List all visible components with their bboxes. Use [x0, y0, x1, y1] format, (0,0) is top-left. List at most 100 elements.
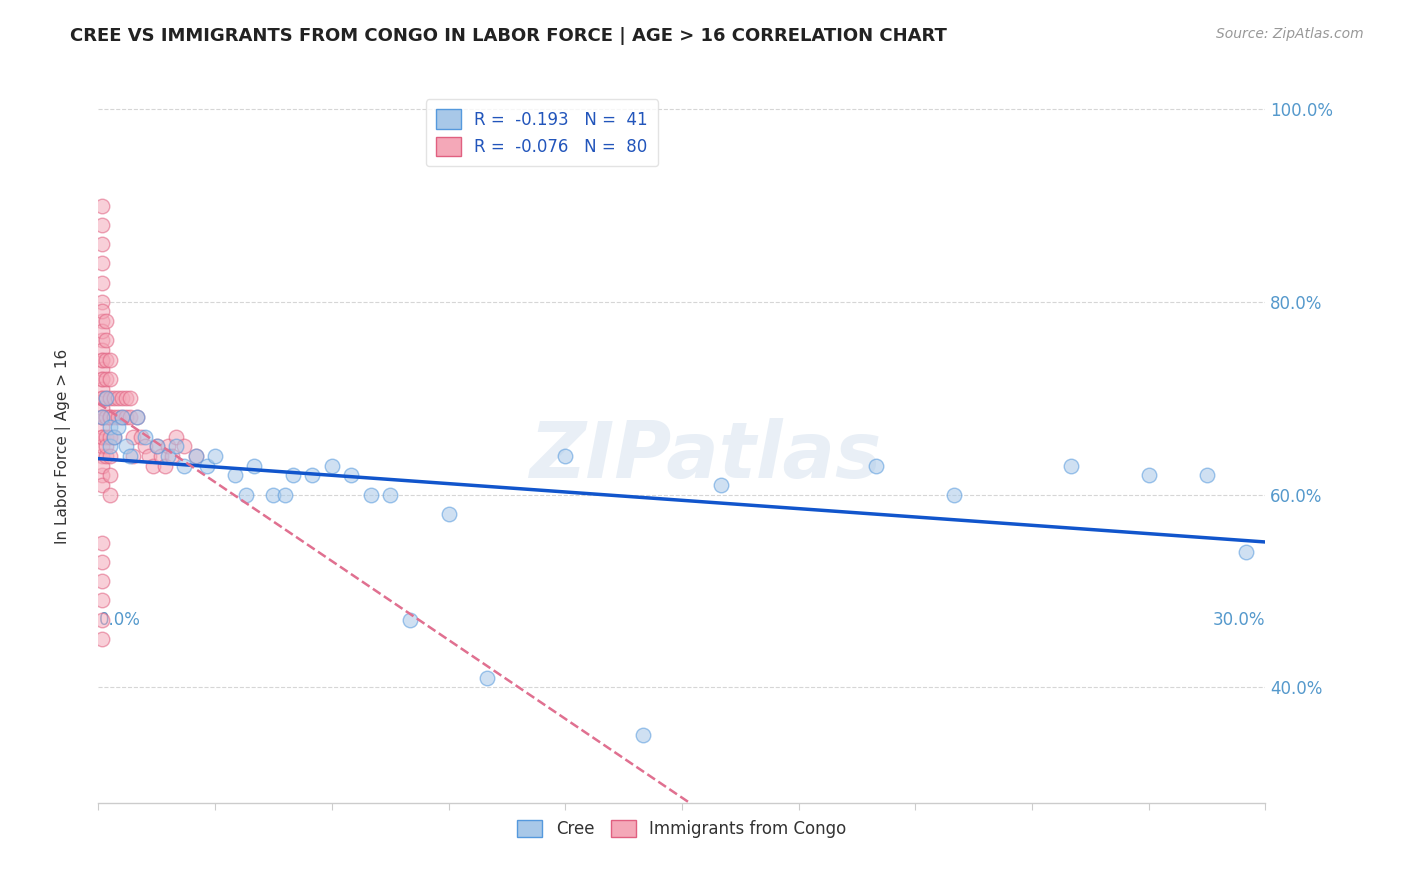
Point [103, 410, 125, 425]
Point [554, 449, 576, 463]
Point [321, 458, 343, 473]
Text: ZIPatlas: ZIPatlas [529, 418, 882, 494]
Point [165, 439, 187, 453]
Point [122, 449, 145, 463]
Point [138, 449, 160, 463]
Point [91, 613, 114, 627]
Point [173, 458, 195, 473]
Text: 30.0%: 30.0% [1213, 611, 1265, 630]
Point [91, 352, 114, 367]
Point [96, 449, 118, 463]
Point [243, 458, 266, 473]
Point [91, 218, 114, 232]
Point [103, 430, 125, 444]
Point [129, 430, 152, 444]
Text: 0.0%: 0.0% [98, 611, 141, 630]
Point [91, 535, 114, 549]
Point [96, 410, 118, 425]
Point [1060, 458, 1083, 473]
Point [149, 449, 172, 463]
Point [107, 410, 129, 425]
Point [91, 458, 114, 473]
Point [184, 449, 207, 463]
Point [91, 391, 114, 405]
Point [165, 430, 187, 444]
Point [91, 382, 114, 396]
Point [96, 372, 118, 386]
Point [91, 401, 114, 415]
Point [91, 391, 114, 405]
Point [91, 555, 114, 569]
Point [301, 468, 323, 483]
Point [114, 410, 136, 425]
Point [118, 410, 141, 425]
Point [96, 391, 118, 405]
Point [142, 458, 165, 473]
Point [96, 391, 118, 405]
Point [380, 487, 402, 501]
Point [91, 410, 114, 425]
Point [96, 352, 118, 367]
Point [91, 256, 114, 270]
Point [91, 237, 114, 252]
Point [98, 487, 121, 501]
Point [146, 439, 169, 453]
Point [127, 410, 149, 425]
Point [134, 430, 156, 444]
Point [91, 574, 114, 589]
Point [146, 439, 169, 453]
Point [91, 478, 114, 492]
Point [224, 468, 246, 483]
Point [91, 324, 114, 338]
Point [107, 420, 129, 434]
Point [111, 410, 134, 425]
Point [118, 449, 141, 463]
Point [91, 304, 114, 318]
Point [98, 430, 121, 444]
Point [157, 449, 180, 463]
Point [91, 449, 114, 463]
Point [98, 352, 121, 367]
Point [184, 449, 207, 463]
Point [96, 430, 118, 444]
Point [91, 372, 114, 386]
Point [91, 593, 114, 607]
Point [91, 362, 114, 376]
Text: CREE VS IMMIGRANTS FROM CONGO IN LABOR FORCE | AGE > 16 CORRELATION CHART: CREE VS IMMIGRANTS FROM CONGO IN LABOR F… [70, 27, 948, 45]
Point [865, 458, 887, 473]
Point [340, 468, 363, 483]
Point [91, 334, 114, 348]
Text: In Labor Force | Age > 16: In Labor Force | Age > 16 [55, 349, 72, 543]
Point [274, 487, 297, 501]
Point [127, 410, 149, 425]
Point [114, 391, 136, 405]
Point [262, 487, 284, 501]
Point [91, 468, 114, 483]
Point [98, 372, 121, 386]
Point [477, 671, 499, 685]
Point [98, 410, 121, 425]
Point [96, 439, 118, 453]
Point [91, 430, 114, 444]
Point [710, 478, 733, 492]
Point [1137, 468, 1160, 483]
Point [173, 439, 195, 453]
Point [195, 458, 218, 473]
Point [204, 449, 226, 463]
Point [235, 487, 257, 501]
Point [98, 391, 121, 405]
Point [111, 391, 134, 405]
Point [114, 439, 136, 453]
Point [162, 449, 184, 463]
Point [157, 439, 180, 453]
Point [134, 439, 156, 453]
Point [91, 439, 114, 453]
Point [91, 632, 114, 646]
Point [943, 487, 966, 501]
Point [631, 728, 654, 742]
Point [91, 430, 114, 444]
Point [98, 449, 121, 463]
Point [98, 468, 121, 483]
Point [91, 372, 114, 386]
Point [91, 314, 114, 328]
